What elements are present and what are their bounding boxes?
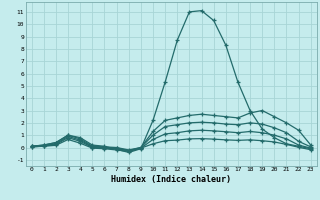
- X-axis label: Humidex (Indice chaleur): Humidex (Indice chaleur): [111, 175, 231, 184]
